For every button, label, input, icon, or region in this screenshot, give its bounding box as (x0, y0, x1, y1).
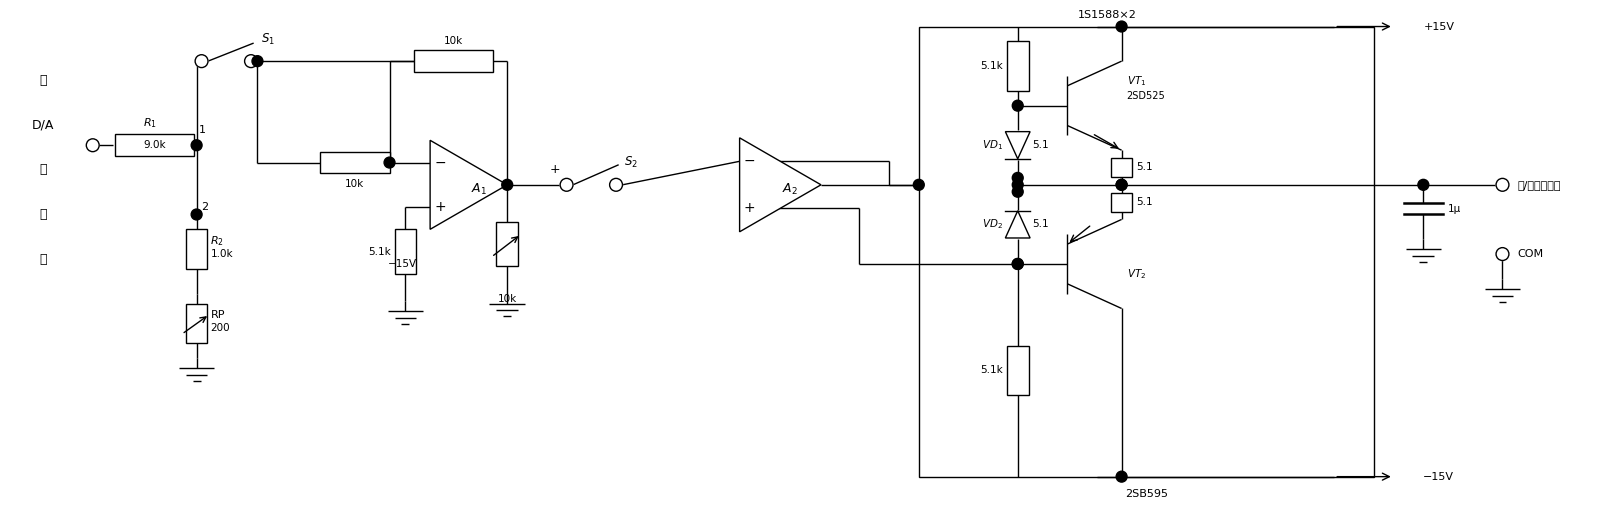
Circle shape (1012, 258, 1023, 269)
Text: $S_1$: $S_1$ (260, 32, 275, 47)
Text: $R_1$: $R_1$ (142, 117, 157, 130)
Text: 器: 器 (39, 253, 47, 266)
Circle shape (191, 140, 202, 151)
Text: +15V: +15V (1424, 21, 1454, 32)
Text: 5.1: 5.1 (1136, 162, 1154, 172)
Circle shape (1012, 100, 1023, 111)
Bar (1110, 193, 1133, 212)
Polygon shape (430, 140, 507, 229)
Text: $A_2$: $A_2$ (782, 182, 798, 197)
Circle shape (503, 180, 512, 190)
Circle shape (913, 180, 924, 190)
Text: 200: 200 (210, 323, 229, 333)
Circle shape (1012, 258, 1023, 269)
Circle shape (1012, 186, 1023, 197)
Text: +: + (435, 200, 446, 214)
Bar (115, 134, 194, 156)
Bar (1007, 42, 1029, 91)
Text: 10k: 10k (346, 179, 365, 189)
Text: 10k: 10k (498, 294, 517, 304)
Circle shape (1012, 172, 1023, 183)
Text: $VD_1$: $VD_1$ (983, 139, 1004, 152)
Polygon shape (1005, 132, 1029, 159)
Bar (186, 304, 207, 343)
Text: +: + (743, 201, 755, 215)
Text: 1μ: 1μ (1448, 203, 1461, 213)
Text: COM: COM (1517, 249, 1543, 259)
Circle shape (244, 54, 257, 67)
Text: 5.1: 5.1 (1033, 140, 1049, 150)
Circle shape (196, 54, 208, 67)
Circle shape (385, 157, 394, 168)
Text: 1: 1 (199, 126, 207, 135)
Text: 5.1: 5.1 (1033, 220, 1049, 229)
Text: +: + (549, 163, 561, 176)
Text: 2SB595: 2SB595 (1125, 489, 1168, 499)
Bar (186, 229, 207, 269)
Circle shape (1496, 248, 1509, 261)
Circle shape (1117, 471, 1126, 482)
Text: $R_2$: $R_2$ (210, 234, 225, 248)
Text: $VD_2$: $VD_2$ (983, 217, 1004, 231)
Text: −: − (743, 154, 755, 168)
Text: 转: 转 (39, 163, 47, 176)
Text: $S_2$: $S_2$ (624, 155, 638, 170)
Circle shape (561, 179, 574, 191)
Text: 换: 换 (39, 208, 47, 221)
Circle shape (191, 209, 202, 220)
Bar (496, 222, 519, 266)
Text: 5.1k: 5.1k (368, 247, 391, 256)
Text: $VT_2$: $VT_2$ (1126, 267, 1146, 281)
Text: 5.1: 5.1 (1136, 197, 1154, 207)
Text: −15V: −15V (1424, 472, 1454, 482)
Text: 正/负输出电压: 正/负输出电压 (1517, 180, 1561, 190)
Circle shape (1117, 180, 1126, 190)
Bar (320, 152, 389, 173)
Circle shape (1012, 180, 1023, 190)
Polygon shape (1005, 211, 1029, 238)
Circle shape (609, 179, 622, 191)
Circle shape (1417, 180, 1429, 190)
Text: $VT_1$: $VT_1$ (1126, 74, 1146, 88)
Text: $A_1$: $A_1$ (470, 182, 486, 197)
Bar (920, 26, 1374, 476)
Text: −15V: −15V (388, 260, 417, 269)
Text: 5.1k: 5.1k (981, 365, 1004, 375)
Text: 1S1588×2: 1S1588×2 (1078, 10, 1136, 20)
Bar (414, 50, 493, 72)
Text: 接: 接 (39, 74, 47, 87)
Circle shape (86, 139, 99, 152)
Polygon shape (740, 138, 821, 232)
Circle shape (1496, 179, 1509, 191)
Text: D/A: D/A (32, 119, 55, 132)
Text: 2: 2 (200, 201, 208, 212)
Circle shape (1117, 180, 1126, 190)
Text: 9.0k: 9.0k (144, 140, 166, 150)
Text: 2SD525: 2SD525 (1126, 91, 1165, 101)
Text: 10k: 10k (444, 36, 462, 46)
Bar (1110, 158, 1133, 177)
Bar (394, 229, 417, 274)
Bar (1007, 346, 1029, 395)
Text: 1.0k: 1.0k (210, 249, 233, 259)
Circle shape (1117, 21, 1126, 32)
Text: −: − (435, 156, 446, 170)
Text: RP: RP (210, 310, 225, 320)
Text: 5.1k: 5.1k (981, 61, 1004, 71)
Circle shape (252, 56, 263, 66)
